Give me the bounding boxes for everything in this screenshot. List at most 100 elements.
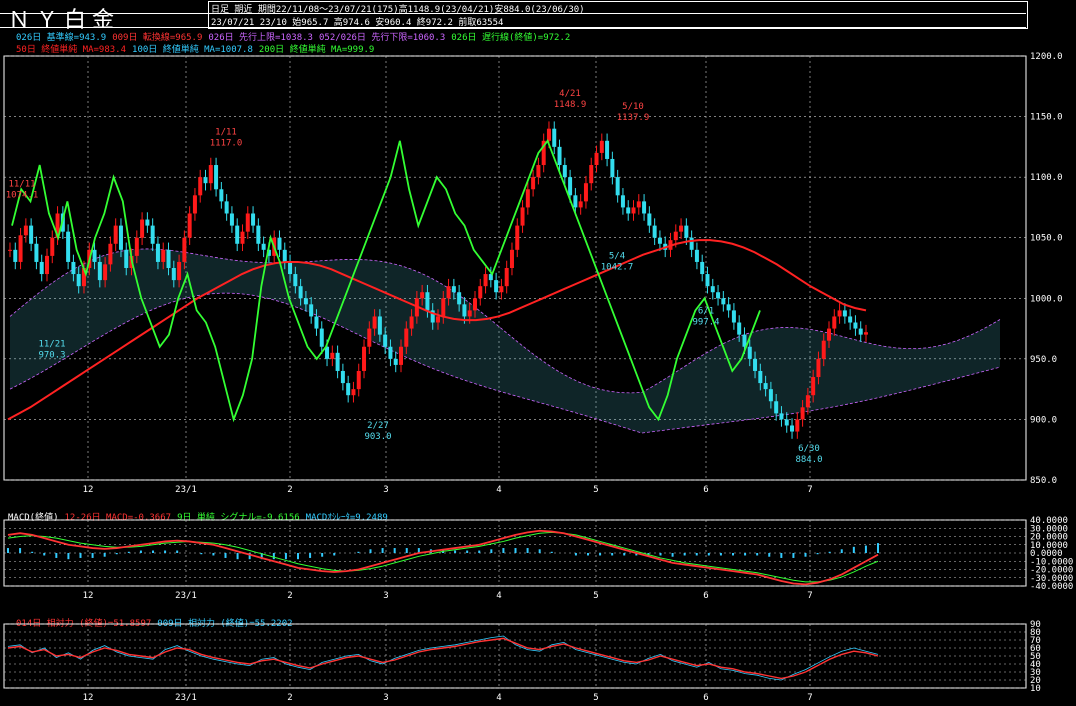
y-tick-label: 20: [1030, 676, 1041, 686]
candle-body: [303, 298, 308, 305]
x-tick-label: 23/1: [175, 693, 197, 703]
x-tick-label: 2: [287, 693, 292, 703]
ichimoku-cloud: [10, 248, 1000, 434]
legend-entry: 9日 単純 シグナル=-9.6156: [177, 513, 300, 523]
candle-body: [309, 304, 314, 317]
candle-body: [187, 213, 192, 238]
candle-body: [541, 140, 546, 166]
candle-body: [790, 425, 795, 432]
candle-body: [583, 183, 588, 202]
macd-signal-line: [7, 531, 879, 583]
candle-body: [811, 377, 816, 396]
candle-body: [335, 352, 340, 371]
y-tick-label: 1050.0: [1030, 234, 1063, 244]
candle-body: [245, 213, 250, 232]
y-tick-label: -20.0000: [1030, 566, 1073, 576]
x-tick-label: 6: [703, 693, 708, 703]
legend-entry: 052/026日 先行下限=1060.3: [318, 33, 446, 43]
candle-body: [642, 201, 647, 214]
legend-entry: MACD(終値): [8, 513, 59, 523]
rsi-9-line: [7, 635, 879, 681]
ichimoku-legend: 026日 基準線=943.9 009日 転換線=965.9 026日 先行上限=10…: [16, 30, 576, 43]
candle-body: [399, 346, 404, 365]
candle-body: [568, 177, 573, 196]
candle-body: [282, 249, 287, 262]
price-annotation: 1148.9: [554, 100, 587, 110]
candle-body: [694, 249, 699, 262]
candle-body: [161, 249, 166, 262]
candle-body: [150, 225, 155, 244]
x-tick-label: 4: [496, 693, 501, 703]
candle-body: [288, 261, 293, 275]
candle-body: [330, 352, 335, 359]
price-annotation: 997.4: [692, 317, 719, 327]
candle-body: [620, 195, 625, 208]
candle-body: [605, 140, 610, 159]
candle-body: [224, 201, 229, 214]
candle-body: [377, 316, 382, 335]
candle-body: [404, 328, 409, 347]
candle-body: [758, 370, 763, 384]
candle-body: [50, 237, 55, 256]
candle-body: [325, 346, 330, 359]
candle-body: [39, 261, 44, 275]
candle-body: [134, 237, 139, 256]
candle-body: [737, 322, 742, 335]
candle-body: [552, 128, 557, 147]
y-tick-label: 70: [1030, 636, 1041, 646]
candle-body: [192, 195, 197, 214]
candle-body: [515, 225, 520, 250]
candle-body: [182, 237, 187, 262]
x-tick-label: 12: [83, 591, 94, 601]
candle-body: [457, 292, 462, 305]
candle-body: [198, 177, 203, 196]
candle-body: [795, 419, 800, 432]
x-tick-label: 3: [383, 485, 388, 495]
x-tick-label: 23/1: [175, 591, 197, 601]
candle-body: [763, 383, 768, 390]
legend-entry: 026日 基準線=943.9: [16, 33, 107, 43]
y-tick-label: -30.0000: [1030, 574, 1073, 584]
y-tick-label: -10.0000: [1030, 557, 1073, 567]
price-annotation: 2/27: [367, 421, 389, 431]
x-tick-label: 12: [83, 693, 94, 703]
x-tick-label: 5: [593, 485, 598, 495]
candle-body: [509, 249, 514, 268]
price-annotation: 884.0: [795, 455, 822, 465]
candle-body: [557, 146, 562, 166]
candle-body: [155, 243, 160, 262]
candle-body: [573, 195, 578, 208]
candle-body: [631, 207, 636, 214]
candle-body: [266, 249, 271, 256]
candle-body: [441, 298, 446, 317]
senkou-span-b: [9, 292, 1001, 434]
candle-body: [499, 286, 504, 293]
candle-body: [700, 261, 705, 275]
x-tick-label: 23/1: [175, 485, 197, 495]
candle-body: [214, 165, 219, 190]
candle-body: [372, 316, 377, 329]
candle-body: [171, 268, 176, 281]
candle-body: [594, 152, 599, 166]
ma-legend: 50日 終値単純 MA=983.4 100日 終値単純 MA=1007.8 200日…: [16, 42, 380, 55]
candle-body: [409, 316, 414, 329]
candle-body: [55, 213, 60, 238]
candle-body: [18, 235, 23, 262]
y-tick-label: 950.0: [1030, 355, 1057, 365]
y-tick-label: 40: [1030, 660, 1041, 670]
x-tick-label: 7: [807, 591, 812, 601]
candle-body: [293, 274, 298, 287]
candle-body: [478, 286, 483, 299]
candle-body: [562, 165, 567, 178]
candle-body: [92, 249, 97, 262]
y-tick-label: 1000.0: [1030, 294, 1063, 304]
candle-body: [504, 268, 509, 287]
candle-body: [747, 346, 752, 359]
candle-body: [388, 346, 393, 359]
candle-body: [29, 225, 34, 244]
legend-entry: 026日 遅行線(終値)=972.2: [451, 33, 571, 43]
price-annotation: 6/1: [698, 306, 714, 316]
candle-body: [261, 243, 266, 250]
x-tick-label: 2: [287, 485, 292, 495]
y-tick-label: 1150.0: [1030, 113, 1063, 123]
